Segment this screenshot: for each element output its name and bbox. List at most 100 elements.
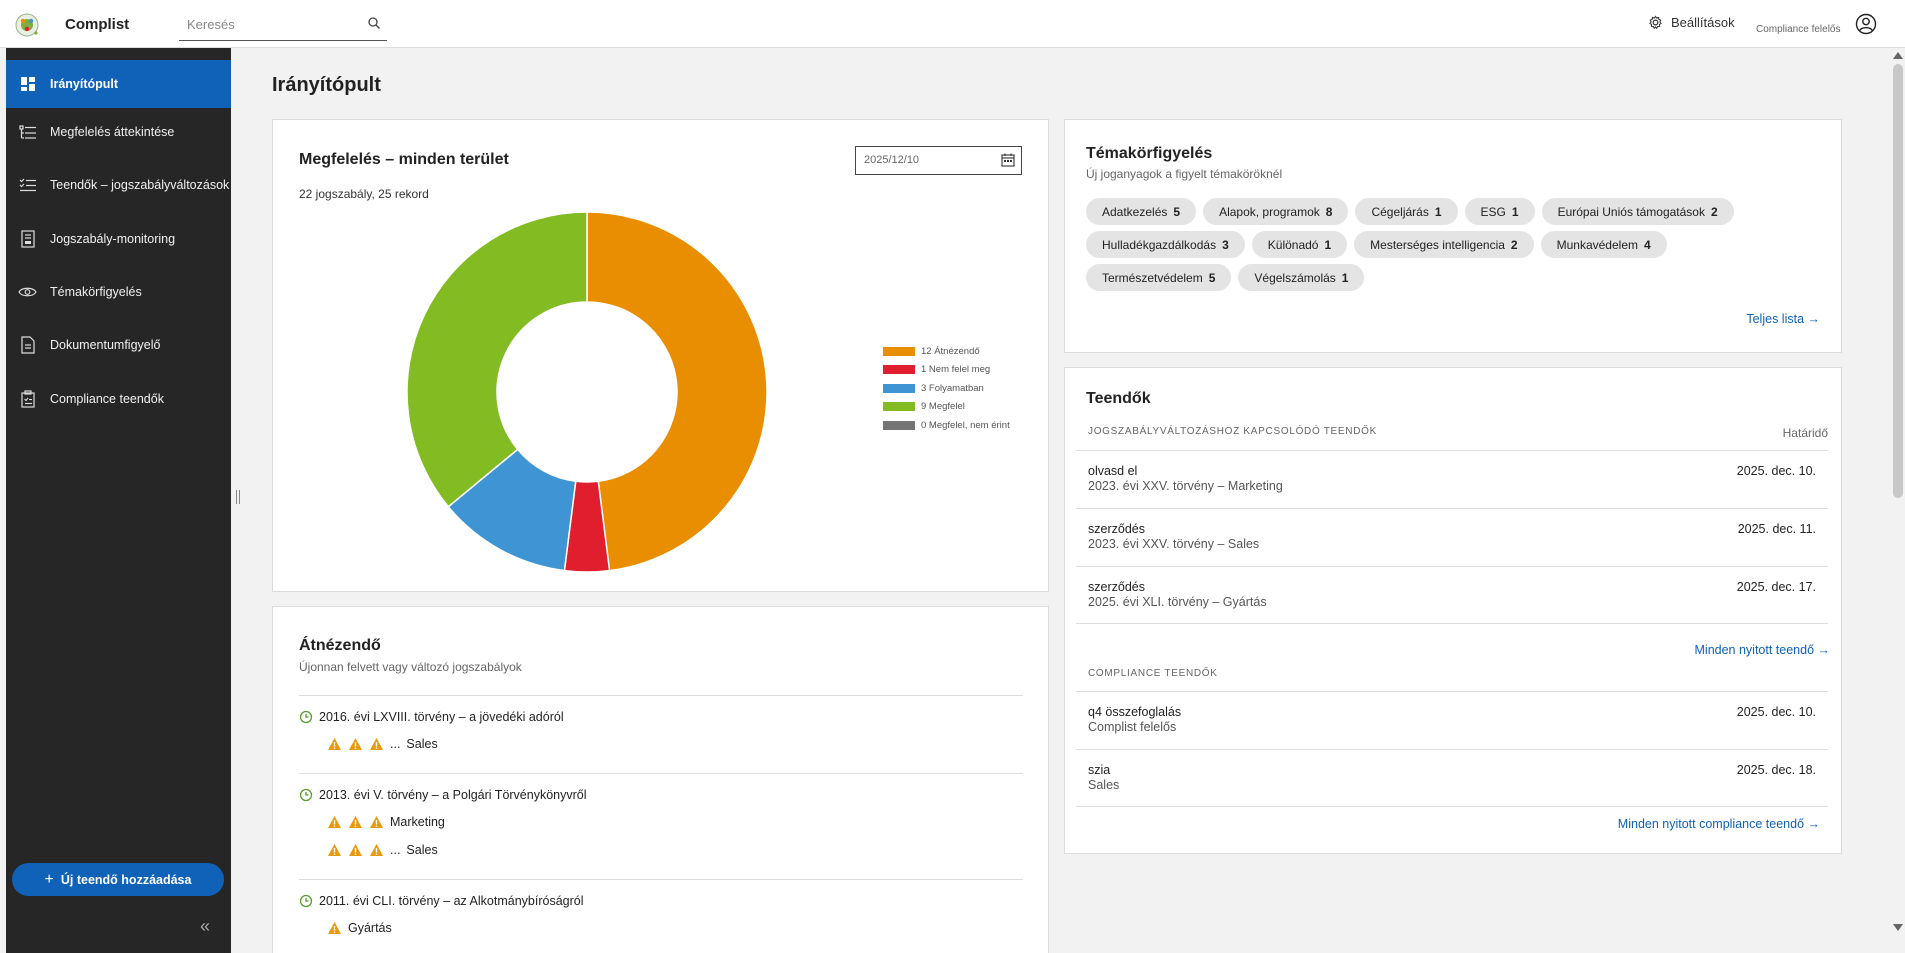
deadline-column-header: Határidő [1782, 426, 1828, 440]
eye-icon [18, 283, 37, 302]
calendar-icon[interactable] [1001, 153, 1015, 167]
todo-row[interactable]: szerződés 2025. évi XLI. törvény – Gyárt… [1076, 566, 1828, 624]
todo-row[interactable]: szerződés 2023. évi XXV. törvény – Sales… [1076, 508, 1828, 566]
review-item[interactable]: 2013. évi V. törvény – a Polgári Törvény… [299, 773, 1023, 879]
sidebar-item-label: Dokumentumfigyelő [50, 338, 161, 352]
todo-deadline: 2025. dec. 10. [1736, 705, 1816, 719]
scrollbar-thumb[interactable] [1893, 64, 1903, 498]
review-item[interactable]: 2011. évi CLI. törvény – az Alkotmánybír… [299, 879, 1023, 953]
more-indicator: ... [390, 737, 401, 751]
compliance-donut-chart [406, 211, 768, 573]
department-label: Gyártás [348, 921, 392, 935]
donut-slice-megfelel[interactable] [406, 211, 588, 508]
date-picker-input[interactable]: 2025/12/10 [855, 146, 1022, 175]
warning-icon [370, 844, 383, 856]
warning-icon [349, 816, 362, 828]
sidebar-item-compliance-overview[interactable]: Megfelelés áttekintése [6, 108, 231, 156]
review-item-row: ... Sales [327, 736, 1023, 752]
review-card: Átnézendő Újonnan felvett vagy változó j… [272, 606, 1049, 953]
sidebar-item-law-monitoring[interactable]: Jogszabály-monitoring [6, 215, 231, 263]
sidebar-item-label: Megfelelés áttekintése [50, 125, 175, 139]
legend-item[interactable]: 9 Megfelel [883, 398, 1010, 417]
legend-swatch [883, 365, 915, 375]
topic-chip[interactable]: Mesterséges intelligencia 2 [1354, 231, 1534, 258]
topic-watch-card: Témakörfigyelés Új joganyagok a figyelt … [1064, 119, 1842, 353]
legend-swatch [883, 383, 915, 393]
todo-subtitle: Sales [1088, 778, 1120, 792]
review-item-title: 2016. évi LXVIII. törvény – a jövedéki a… [319, 710, 564, 724]
settings-button[interactable]: Beállítások [1648, 15, 1735, 30]
legend-swatch [883, 420, 915, 430]
legend-label: 1 Nem felel meg [921, 364, 991, 376]
document-stack-icon [18, 230, 37, 249]
app-name[interactable]: Complist [65, 16, 130, 33]
review-item-row: Marketing [327, 814, 1023, 830]
todo-name: szerződés [1088, 522, 1145, 536]
todo-row[interactable]: olvasd el 2023. évi XXV. törvény – Marke… [1076, 450, 1828, 508]
user-role: Compliance felelős [1756, 24, 1841, 35]
department-label: Sales [406, 737, 438, 751]
topic-chip[interactable]: Természetvédelem 5 [1086, 264, 1232, 291]
collapse-sidebar-icon[interactable]: « [200, 916, 211, 936]
topic-chip[interactable]: Adatkezelés 5 [1086, 198, 1197, 225]
sidebar-item-compliance-todos[interactable]: Compliance teendők [6, 375, 231, 423]
legend-item[interactable]: 0 Megfelel, nem érint [883, 416, 1010, 435]
search-input[interactable] [179, 12, 359, 36]
todo-subtitle: Complist felelős [1088, 720, 1177, 734]
sidebar-item-topic-watch[interactable]: Témakörfigyelés [6, 268, 231, 316]
sidebar-item-label: Jogszabály-monitoring [50, 232, 176, 246]
page-scrollbar[interactable] [1890, 48, 1905, 953]
legend-label: 0 Megfelel, nem érint [921, 419, 1010, 431]
topic-chip[interactable]: Végelszámolás 1 [1238, 264, 1365, 291]
review-item[interactable]: 2016. évi LXVIII. törvény – a jövedéki a… [299, 695, 1023, 773]
todo-deadline: 2025. dec. 17. [1736, 580, 1816, 594]
sidebar-resize-handle[interactable] [236, 490, 240, 504]
full-list-link[interactable]: Teljes lista → [1746, 312, 1820, 326]
sidebar-item-label: Teendők – jogszabályváltozások [50, 178, 230, 192]
clipboard-icon [18, 390, 37, 409]
todo-row[interactable]: q4 összefoglalás Complist felelős 2025. … [1076, 691, 1828, 749]
clock-icon [299, 710, 313, 724]
page-title: Irányítópult [272, 74, 381, 96]
topic-chip[interactable]: Munkavédelem 4 [1540, 231, 1667, 258]
sidebar-item-dashboard[interactable]: Irányítópult [6, 60, 231, 108]
topic-chip[interactable]: Európai Uniós támogatások 2 [1541, 198, 1734, 225]
app-logo[interactable] [14, 12, 40, 38]
settings-label: Beállítások [1671, 15, 1735, 30]
compliance-card: Megfelelés – minden terület 22 jogszabál… [272, 119, 1049, 592]
legend-item[interactable]: 12 Átnézendő [883, 342, 1010, 361]
review-item-title: 2011. évi CLI. törvény – az Alkotmánybír… [319, 894, 584, 908]
legend-item[interactable]: 3 Folyamatban [883, 379, 1010, 398]
topic-chip[interactable]: Alapok, programok 8 [1203, 198, 1349, 225]
todo-row[interactable]: szia Sales 2025. dec. 18. [1076, 749, 1828, 807]
sidebar-item-law-changes-todos[interactable]: Teendők – jogszabályváltozások [6, 161, 231, 209]
warning-icon [328, 816, 341, 828]
add-todo-button[interactable]: + Új teendő hozzáadása [12, 863, 224, 896]
chart-legend: 12 Átnézendő 1 Nem felel meg 3 Folyamatban… [883, 342, 1010, 435]
compliance-todos-section-header: Compliance teendők [1088, 668, 1218, 679]
topic-chip[interactable]: Hulladékgazdálkodás 3 [1086, 231, 1245, 258]
review-item-row: Gyártás [327, 920, 1023, 936]
add-todo-label: Új teendő hozzáadása [60, 872, 192, 887]
topic-chip[interactable]: Cégeljárás 1 [1355, 198, 1458, 225]
sidebar-item-document-watch[interactable]: Dokumentumfigyelő [6, 321, 231, 369]
all-open-compliance-todos-link[interactable]: Minden nyitott compliance teendő → [1617, 817, 1820, 831]
warning-icon [370, 816, 383, 828]
legend-item[interactable]: 1 Nem felel meg [883, 361, 1010, 380]
scroll-down-arrow-icon[interactable] [1893, 924, 1903, 931]
topics-subtitle: Új joganyagok a figyelt témaköröknél [1086, 167, 1283, 181]
user-avatar-icon[interactable] [1855, 13, 1877, 35]
sidebar-item-label: Témakörfigyelés [50, 285, 142, 299]
department-label: Marketing [390, 815, 445, 829]
topic-chip[interactable]: Különadó 1 [1251, 231, 1348, 258]
all-open-todos-link[interactable]: Minden nyitott teendő → [1694, 643, 1831, 657]
legend-label: 9 Megfelel [921, 401, 965, 413]
todo-deadline: 2025. dec. 18. [1736, 763, 1816, 777]
topic-chip-list: Adatkezelés 5 Alapok, programok 8 Cégeljár… [1086, 198, 1826, 297]
search-icon[interactable] [367, 16, 381, 30]
gear-icon [1649, 15, 1662, 30]
topic-chip[interactable]: ESG 1 [1464, 198, 1535, 225]
donut-slice-átnézendő[interactable] [586, 211, 768, 572]
topics-title: Témakörfigyelés [1086, 145, 1213, 162]
scroll-up-arrow-icon[interactable] [1893, 52, 1903, 59]
